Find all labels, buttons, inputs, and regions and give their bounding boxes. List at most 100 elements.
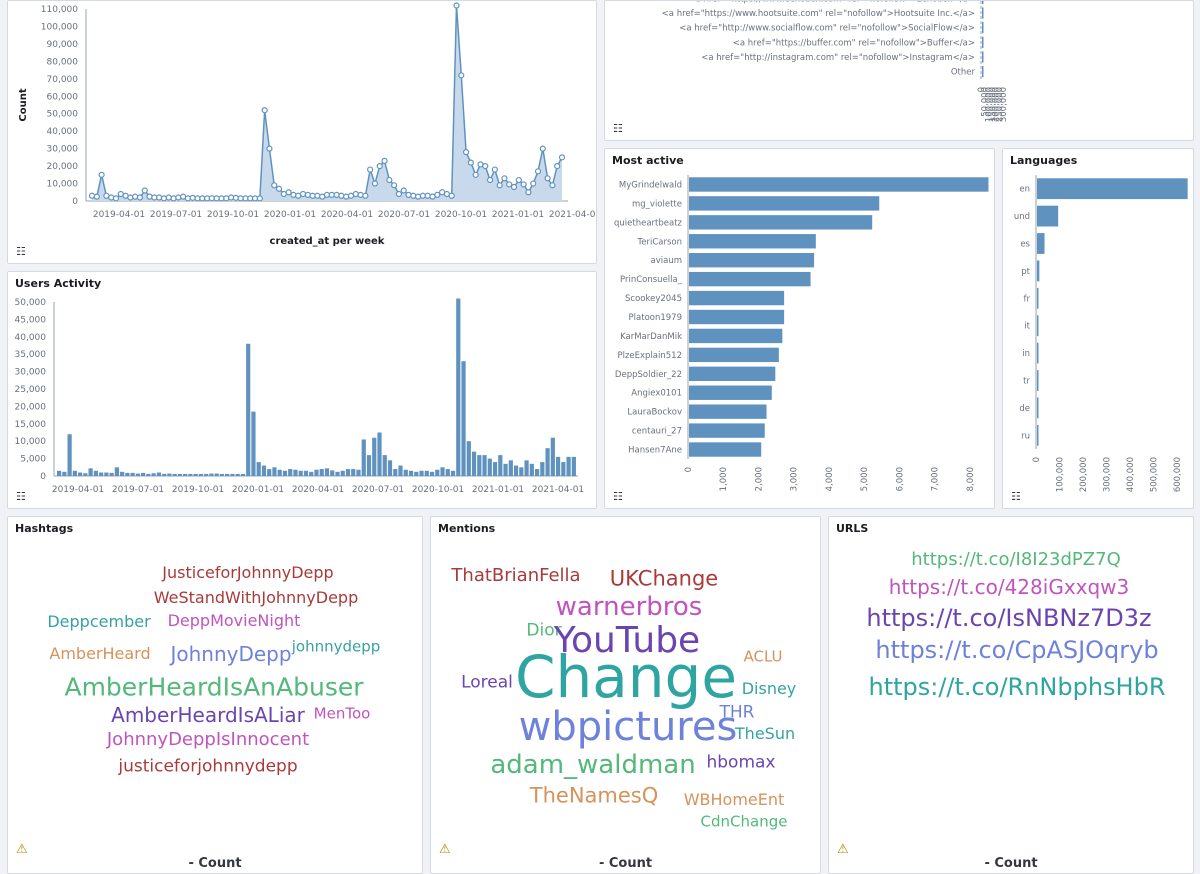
category-label: PrinConsuella_	[620, 275, 683, 285]
data-point	[175, 194, 182, 201]
x-tick-label: 0	[977, 87, 987, 92]
cloud-word[interactable]: warnerbros	[555, 592, 703, 622]
cloud-word[interactable]: THR	[719, 702, 755, 723]
data-bar	[1037, 287, 1039, 309]
cloud-word[interactable]: https://t.co/CpASJOqryb	[875, 636, 1159, 664]
y-tick-label: 40,000	[15, 333, 47, 343]
x-tick-label: 2020-10-01	[435, 210, 487, 220]
activity-bar	[135, 473, 140, 476]
data-bar	[982, 7, 984, 19]
data-point	[448, 192, 455, 199]
x-tick-label: 2019-10-01	[172, 485, 224, 495]
cloud-word[interactable]: AmberHeardIsAnAbuser	[64, 672, 364, 702]
cloud-word[interactable]: JusticeforJohnnyDepp	[162, 563, 334, 582]
data-point	[376, 162, 383, 170]
data-point	[256, 195, 263, 202]
cloud-word[interactable]: ThatBrianFella	[451, 565, 581, 586]
legend-toggle-list-icon[interactable]: ☷	[16, 245, 26, 258]
data-point	[112, 195, 120, 202]
cloud-word[interactable]: adam_waldman	[490, 750, 696, 780]
cloud-word[interactable]: johnnydepp	[291, 637, 381, 656]
cloud-word[interactable]: WBHomeEnt	[683, 790, 785, 809]
cloud-word[interactable]: Loreal	[461, 672, 513, 693]
activity-bar	[487, 458, 492, 476]
y-tick-label: 50,000	[47, 110, 79, 120]
panel-title: Most active	[612, 154, 684, 167]
y-tick-label: 40,000	[47, 127, 79, 137]
cloud-word[interactable]: MenToo	[313, 704, 371, 723]
cloud-word[interactable]: YouTube	[553, 620, 701, 661]
cloud-word[interactable]: justiceforjohnnydepp	[118, 756, 298, 777]
data-point	[530, 180, 537, 187]
legend-toggle-list-icon[interactable]: ☷	[16, 490, 26, 503]
x-tick-label: 300,000	[1103, 457, 1113, 492]
activity-bar	[288, 469, 293, 476]
y-tick-label: 20,000	[15, 402, 47, 412]
cloud-word[interactable]: Change	[514, 643, 738, 711]
activity-bar	[519, 467, 524, 476]
data-point	[491, 166, 498, 173]
cloud-word[interactable]: https://t.co/428iGxxqw3	[888, 575, 1130, 599]
cloud-word[interactable]: hbomax	[706, 752, 776, 773]
warning-icon[interactable]: ⚠	[439, 841, 451, 856]
x-tick-label: 7,000	[931, 467, 941, 491]
legend-toggle-list-icon[interactable]: ☷	[613, 122, 623, 135]
cloud-word[interactable]: TheSun	[734, 724, 796, 743]
data-bar	[689, 177, 989, 192]
panel-title: URLS	[836, 522, 869, 535]
cloud-word[interactable]: JohnnyDepp	[170, 642, 292, 666]
cloud-word[interactable]: DeppMovieNight	[167, 611, 301, 630]
cloud-word[interactable]: UKChange	[609, 566, 719, 591]
data-point	[266, 145, 273, 152]
cloud-word[interactable]: CdnChange	[700, 812, 788, 831]
activity-bar	[72, 470, 77, 476]
activity-bar	[225, 473, 230, 476]
data-point	[515, 176, 522, 184]
cloud-word[interactable]: https://t.co/RnNbphsHbR	[868, 673, 1166, 701]
cloud-footer: - Count	[598, 856, 653, 871]
data-bar	[1037, 370, 1039, 391]
data-point	[165, 194, 172, 201]
category-label: MyGrindelwald	[619, 180, 682, 190]
activity-bar	[366, 455, 372, 476]
data-point	[520, 181, 527, 188]
activity-bar	[177, 473, 183, 476]
cloud-word[interactable]: JohnnyDeppIsInnocent	[106, 729, 310, 750]
activity-bar	[62, 471, 67, 476]
cloud-word[interactable]: Disney	[741, 679, 797, 698]
data-point	[534, 168, 542, 175]
activity-bar	[513, 465, 519, 476]
legend-toggle-list-icon[interactable]: ☷	[1011, 490, 1021, 503]
legend-toggle-list-icon[interactable]: ☷	[613, 490, 623, 503]
data-point	[395, 190, 403, 198]
cloud-word[interactable]: AmberHeardIsALiar	[111, 703, 305, 727]
data-point	[299, 190, 307, 198]
warning-icon[interactable]: ⚠	[16, 841, 28, 856]
cloud-word[interactable]: ACLU	[743, 647, 783, 666]
x-tick-label: 100,000	[1056, 457, 1066, 492]
x-tick-label: 2021-01-01	[492, 210, 544, 220]
data-point	[362, 192, 369, 199]
data-point	[156, 194, 163, 201]
y-tick-label: 30,000	[47, 145, 79, 155]
data-point	[88, 192, 96, 199]
data-bar	[689, 215, 873, 230]
data-bar	[689, 366, 776, 381]
mentions-word-cloud: ThatBrianFella UKChange warnerbros Dior YouT…	[431, 517, 820, 873]
activity-bar	[272, 467, 277, 476]
data-point	[467, 159, 474, 166]
cloud-word[interactable]: Dior	[526, 620, 562, 641]
warning-icon[interactable]: ⚠	[837, 841, 849, 856]
cloud-word[interactable]: WeStandWithJohnnyDepp	[153, 588, 359, 607]
cloud-word[interactable]: Deppcember	[47, 612, 151, 631]
category-label: centauri_27	[632, 427, 682, 437]
cloud-word[interactable]: wbpictures	[518, 704, 738, 750]
category-label: Hansen7Ane	[628, 446, 682, 456]
cloud-word[interactable]: TheNamesQ	[529, 783, 659, 808]
x-tick-label: 300,000	[999, 87, 1009, 122]
activity-bar	[83, 473, 88, 476]
cloud-word[interactable]: AmberHeard	[49, 644, 151, 663]
cloud-word[interactable]: https://t.co/I8I23dPZ7Q	[911, 549, 1121, 570]
category-label: <a href="https://buffer.com" rel="nofoll…	[733, 38, 975, 48]
cloud-word[interactable]: https://t.co/IsNBNz7D3z	[866, 604, 1152, 632]
